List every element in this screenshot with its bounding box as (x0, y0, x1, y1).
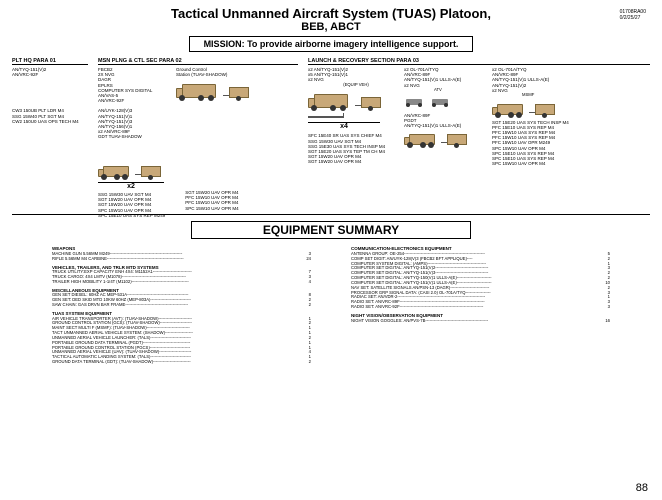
launch2-mid: AN/VRC-89FPGDTAN/TYQ-151(V)1 ULLS-A(E) (404, 113, 492, 129)
page-number: 88 (636, 482, 648, 494)
truck-icon (492, 100, 528, 118)
uav-icon (308, 113, 344, 121)
truck-row (404, 130, 492, 148)
launch1-roster: SFC 15E40 SR UAS SYS CHIEF M4SSG 15W30 U… (308, 133, 404, 164)
eq-qty: 3 (590, 305, 610, 310)
title-sub: BEB, ABCT (12, 21, 650, 33)
list-item: CW2 150U0 UAS OPS TECH M4 (12, 119, 88, 124)
msn-bottom-block: x2 SSG 15W30 UAV SGT M4SGT 15W20 UAV OPR… (98, 160, 239, 218)
truck-row (492, 100, 650, 118)
list-item: SPC 15W10 UAV OPR M4 (185, 206, 238, 211)
atv-row (404, 95, 492, 107)
eq-label: RIFLE 5.56MM M4 CARBINE-----------------… (52, 257, 291, 262)
list-item: GDT TUAV-SHADOW (98, 134, 176, 139)
msn-col: FBCB22X NVGDAGREPLRSCOMPUTER SYS DIGITAL… (98, 67, 298, 166)
launch-c3: x2 OL-701A/TYQAN/VRC-89FAN/TYQ-151(V)1 U… (492, 67, 650, 166)
list-item: SGT 15W20 UAV OPR M4 (308, 159, 404, 164)
launch1-list: x2 AN/TYQ-151(V)2x5 AN/TYQ-151(V)1x2 NVG (308, 67, 404, 83)
truck-icon (404, 130, 440, 148)
equipment-summary: WEAPONSMACHINE GUN 5.56MM M249----------… (12, 243, 650, 365)
eq-category: TUAS SYSTEM EQUIPMENT (52, 311, 311, 316)
eq-label: RADIO SET: AN/VRC-92F-------------------… (351, 305, 590, 310)
eq-category: NIGHT VISION/OBSERVATION EQUIPMENT (351, 313, 610, 318)
equipment-summary-header: EQUIPMENT SUMMARY (191, 221, 471, 239)
list-item: PFC 15W10 UAV OPR M4 (185, 200, 238, 205)
hdr-plt: PLT HQ PARA 01 (12, 58, 88, 65)
launch-col: x2 AN/TYQ-151(V)2x5 AN/TYQ-151(V)1x2 NVG… (308, 67, 650, 166)
hdr-launch: LAUNCH & RECOVERY SECTION PARA 03 (308, 58, 650, 65)
trailer-icon (358, 95, 384, 111)
truck-row (176, 79, 276, 101)
eq-row: GROUND DATA TERMINAL (GDT): (TUAV-SHADOW… (52, 360, 311, 365)
equip-veh-label: (EQUIP VEH) (308, 83, 404, 88)
eq-label: SAW CHAIN: GAS DRVN BAR FRAME-----------… (52, 303, 291, 308)
launch3-list: x2 OL-701A/TYQAN/VRC-89FAN/TYQ-151(V)1 U… (492, 67, 650, 93)
eq-category: MISCELLANEOUS EQUIPMENT (52, 288, 311, 293)
launch-c1: x2 AN/TYQ-151(V)2x5 AN/TYQ-151(V)1x2 NVG… (308, 67, 404, 166)
section-headers: PLT HQ PARA 01 MSN PLNG & CTL SEC PARA 0… (12, 58, 650, 65)
mission-box: MISSION: To provide airborne imagery int… (189, 36, 474, 52)
eq-qty: 4 (291, 280, 311, 285)
eq-row: RIFLE 5.56MM M4 CARBINE-----------------… (52, 257, 311, 262)
msn-right: Ground ControlStation (TUAV-SHADOW) (176, 67, 276, 166)
msmf-label: MSMF (522, 93, 650, 98)
doc-num-2: 0/2/25/27 (620, 16, 646, 22)
launch2-list: x2 OL-701A/TYQAN/VRC-89FAN/TYQ-151(V)1 U… (404, 67, 492, 88)
list-item: SPC 15W10 UAV OPR M4 (492, 161, 650, 166)
truck-row (308, 89, 404, 111)
title-block: Tactical Unmanned Aircraft System (TUAS)… (12, 6, 650, 52)
org-layout: AN/TYQ-151(V)2AN/VRC-92F CW3 150UB PLT L… (12, 67, 650, 166)
trailer-icon (226, 85, 252, 101)
eq-label: GROUND DATA TERMINAL (GDT): (TUAV-SHADOW… (52, 360, 291, 365)
eq-category: COMMUNICATION-ELECTRONICS EQUIPMENT (351, 246, 610, 251)
eq-category: WEAPONS (52, 246, 311, 251)
eq-row: TRAILER HIGH MOBILITY 1-1/4T (M1102)----… (52, 280, 311, 285)
msn-roster-l: SSG 15W30 UAV SGT M4SGT 15W20 UAV OPR M4… (98, 192, 165, 218)
eq-label: TRAILER HIGH MOBILITY 1-1/4T (M1102)----… (52, 280, 291, 285)
msn-roster-r: SGT 15W20 UAV OPR M4PFC 15W10 UAV OPR M4… (185, 190, 238, 211)
eq-col-left: WEAPONSMACHINE GUN 5.56MM M249----------… (52, 243, 311, 365)
list-item: AN/TYQ-151(V)1 ULLS-A(E) (404, 123, 492, 128)
eq-qty: 24 (291, 257, 311, 262)
trailer-icon (444, 132, 470, 148)
truck-row (98, 162, 165, 180)
list-item: Station (TUAV-SHADOW) (176, 72, 276, 77)
launch3-roster: SGT 15E20 UAS SYS TECH INSP M4PFC 15E10 … (492, 120, 650, 167)
multiplier: x4 (308, 122, 380, 131)
atv-label: ATV (434, 88, 492, 93)
eq-qty: 2 (291, 303, 311, 308)
plt-hq-col: AN/TYQ-151(V)2AN/VRC-92F CW3 150UB PLT L… (12, 67, 88, 166)
truck-icon (98, 162, 134, 180)
title-main: Tactical Unmanned Aircraft System (TUAS)… (12, 6, 650, 21)
multiplier: x2 (98, 182, 164, 190)
eq-row: RADIO SET: AN/VRC-92F-------------------… (351, 305, 610, 310)
eq-category: VEHICLES, TRAILERS, AND TRLR MTD SYSTEMS (52, 265, 311, 270)
eq-row: SAW CHAIN: GAS DRVN BAR FRAME-----------… (52, 303, 311, 308)
hdr-msn: MSN PLNG & CTL SEC PARA 02 (98, 58, 298, 65)
atv-icon (404, 95, 426, 107)
msn-right-list: Ground ControlStation (TUAV-SHADOW) (176, 67, 276, 77)
mult-wrap: x4 (308, 122, 380, 131)
eq-qty: 2 (291, 360, 311, 365)
doc-number: 01708RA00 0/2/25/27 (620, 10, 646, 21)
atv-icon (430, 95, 452, 107)
eq-qty: 16 (590, 319, 610, 324)
list-item: SPC 15E10 UAS SYS REP M249 (98, 213, 165, 218)
launch-c2: x2 OL-701A/TYQAN/VRC-89FAN/TYQ-151(V)1 U… (404, 67, 492, 166)
eq-col-right: COMMUNICATION-ELECTRONICS EQUIPMENTANTEN… (351, 243, 610, 365)
truck-icon (176, 79, 222, 101)
eq-row: NIGHT VISION GOGGLES: AN/PVS-7B---------… (351, 319, 610, 324)
msn-left-list: FBCB22X NVGDAGREPLRSCOMPUTER SYS DIGITAL… (98, 67, 176, 166)
truck-icon (308, 89, 354, 111)
eq-label: NIGHT VISION GOGGLES: AN/PVS-7B---------… (351, 319, 590, 324)
trailer-icon (532, 102, 558, 118)
trailer-icon (138, 164, 164, 180)
